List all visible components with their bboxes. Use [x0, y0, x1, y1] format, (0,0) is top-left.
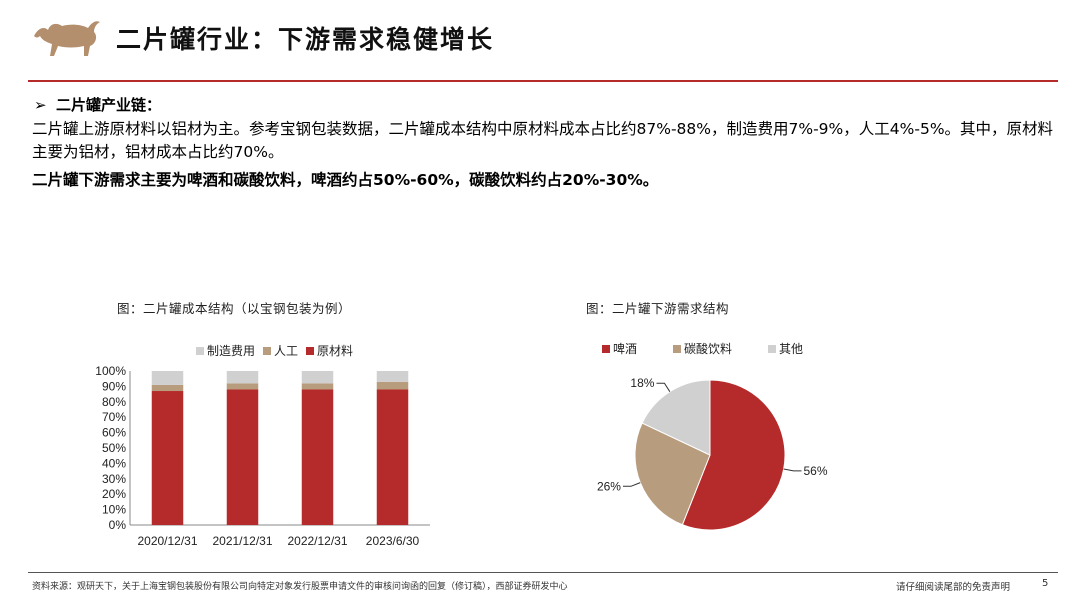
bullet-arrow-icon: ➢ [34, 96, 47, 114]
y-tick-label: 40% [102, 456, 126, 470]
legend-label: 啤酒 [613, 342, 638, 356]
legend-swatch [768, 344, 777, 353]
bar-segment [301, 371, 334, 384]
header-divider [28, 80, 1058, 82]
y-tick-label: 60% [102, 426, 126, 440]
y-tick-label: 50% [102, 441, 126, 455]
bar-segment [226, 371, 259, 384]
paragraph-upstream: 二片罐上游原材料以铝材为主。参考宝钢包装数据，二片罐成本结构中原材料成本占比约8… [32, 120, 1054, 161]
bar-segment [226, 383, 259, 390]
y-tick-label: 30% [102, 472, 126, 486]
pie-data-label: 18% [630, 376, 654, 390]
bar-segment [151, 391, 184, 525]
pie-data-label: 26% [597, 479, 621, 493]
legend-swatch [196, 346, 204, 355]
bar-segment [151, 371, 184, 385]
legend-label: 其他 [779, 342, 804, 356]
y-tick-label: 100% [95, 364, 126, 378]
legend-label: 人工 [274, 344, 299, 358]
legend-item-soda: 碳酸饮料 [673, 340, 732, 357]
y-tick-label: 90% [102, 379, 126, 393]
bar-segment [301, 383, 334, 390]
footer-source: 资料来源：观研天下，关于上海宝钢包装股份有限公司向特定对象发行股票申请文件的审核… [32, 582, 568, 592]
y-tick-label: 20% [102, 487, 126, 501]
bar-segment [301, 389, 334, 525]
legend-label: 制造费用 [207, 344, 256, 358]
legend-item-labor: 人工 [263, 342, 298, 359]
page-number: 5 [1042, 578, 1049, 589]
paragraph-downstream: 二片罐下游需求主要为啤酒和碳酸饮料，啤酒约占50%-60%，碳酸饮料约占20%-… [32, 171, 659, 189]
y-tick-label: 80% [102, 395, 126, 409]
bar-segment [376, 371, 409, 382]
legend-swatch [263, 346, 272, 355]
pie-slice [641, 379, 711, 456]
demand-structure-pie-chart: 56% 26% 18% [597, 376, 828, 531]
legend-item-raw-material: 原材料 [306, 342, 353, 359]
pie-leader-line [622, 482, 641, 487]
legend-label: 原材料 [317, 344, 354, 358]
legend-label: 碳酸饮料 [684, 342, 733, 356]
bar-segment [376, 389, 409, 525]
bar-segment [376, 381, 409, 390]
pie-leader-line [656, 382, 671, 392]
pie-leader-line [783, 468, 802, 472]
x-tick-label: 2022/12/31 [287, 534, 347, 548]
legend-swatch [602, 344, 610, 353]
cost-chart-legend: 制造费用 人工 原材料 [196, 342, 353, 359]
demand-chart-legend: 啤酒 碳酸饮料 其他 [602, 340, 803, 357]
y-tick-label: 0% [109, 518, 127, 532]
demand-chart-title: 图：二片罐下游需求结构 [586, 301, 730, 316]
y-tick-label: 70% [102, 410, 126, 424]
legend-item-manufacturing: 制造费用 [196, 342, 255, 359]
pie-data-label: 56% [803, 464, 827, 478]
section-heading-text: 二片罐产业链： [56, 96, 162, 114]
legend-item-beer: 啤酒 [602, 340, 637, 357]
legend-item-other: 其他 [768, 340, 803, 357]
cost-structure-bar-chart: 0%10% 20%30% 40%50%60% 70%80% 90%100% 2020/12… [95, 364, 430, 548]
footer-disclaimer: 请仔细阅读尾部的免责声明 [896, 582, 1011, 593]
pie-slice [681, 379, 786, 531]
pie-slice [634, 422, 711, 526]
bull-logo-icon [34, 21, 100, 56]
x-tick-label: 2021/12/31 [212, 534, 272, 548]
x-tick-label: 2020/12/31 [137, 534, 197, 548]
y-tick-label: 10% [102, 503, 126, 517]
bar-segment [151, 384, 184, 392]
section-heading: ➢ 二片罐产业链： [34, 94, 161, 115]
x-tick-label: 2023/6/30 [366, 534, 420, 548]
page-title: 二片罐行业：下游需求稳健增长 [116, 25, 495, 54]
bar-segment [226, 389, 259, 525]
footer-divider [28, 572, 1058, 573]
legend-swatch [673, 344, 682, 353]
legend-swatch [306, 346, 315, 355]
cost-chart-title: 图：二片罐成本结构（以宝钢包装为例） [117, 301, 352, 316]
